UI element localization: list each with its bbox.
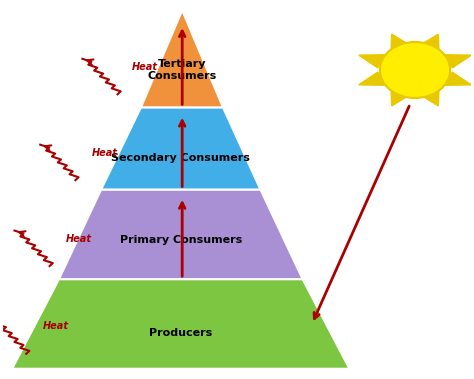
Text: Tertiary
Consumers: Tertiary Consumers — [147, 59, 217, 81]
Text: Heat: Heat — [132, 62, 157, 72]
Circle shape — [380, 42, 450, 98]
Polygon shape — [444, 55, 471, 68]
Polygon shape — [101, 107, 260, 190]
Polygon shape — [141, 10, 223, 107]
Text: Heat: Heat — [66, 234, 92, 244]
Text: Heat: Heat — [43, 321, 69, 331]
Text: Heat: Heat — [92, 148, 118, 158]
Polygon shape — [391, 88, 411, 106]
Text: Secondary Consumers: Secondary Consumers — [111, 153, 250, 163]
Polygon shape — [419, 88, 439, 106]
Text: Primary Consumers: Primary Consumers — [119, 235, 242, 245]
Polygon shape — [391, 34, 411, 52]
Polygon shape — [419, 34, 439, 52]
Polygon shape — [444, 72, 471, 85]
Polygon shape — [59, 190, 302, 279]
Text: Producers: Producers — [149, 328, 212, 338]
Polygon shape — [12, 279, 349, 369]
Polygon shape — [359, 72, 386, 85]
Polygon shape — [359, 55, 386, 68]
